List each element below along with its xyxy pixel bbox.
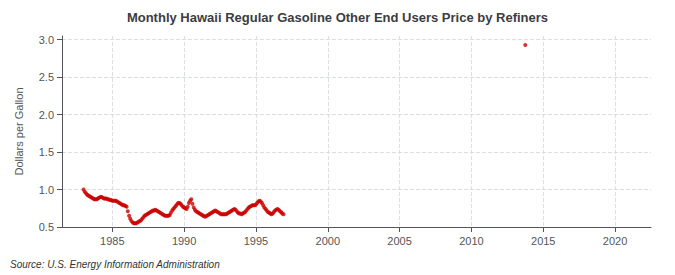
svg-text:2.0: 2.0: [39, 109, 54, 121]
svg-text:2000: 2000: [316, 235, 340, 247]
svg-text:2005: 2005: [387, 235, 411, 247]
svg-text:1995: 1995: [244, 235, 268, 247]
svg-text:1.0: 1.0: [39, 184, 54, 196]
svg-text:Dollars per Gallon: Dollars per Gallon: [13, 87, 25, 175]
svg-text:1985: 1985: [100, 235, 124, 247]
svg-text:1990: 1990: [172, 235, 196, 247]
svg-text:2.5: 2.5: [39, 71, 54, 83]
svg-text:2010: 2010: [459, 235, 483, 247]
svg-text:0.5: 0.5: [39, 221, 54, 233]
svg-text:3.0: 3.0: [39, 34, 54, 46]
svg-text:Source: U.S. Energy Informatio: Source: U.S. Energy Information Administ…: [10, 259, 220, 270]
svg-text:2015: 2015: [531, 235, 555, 247]
svg-text:Monthly Hawaii Regular Gasolin: Monthly Hawaii Regular Gasoline Other En…: [127, 10, 548, 25]
svg-text:2020: 2020: [603, 235, 627, 247]
svg-text:1.5: 1.5: [39, 146, 54, 158]
